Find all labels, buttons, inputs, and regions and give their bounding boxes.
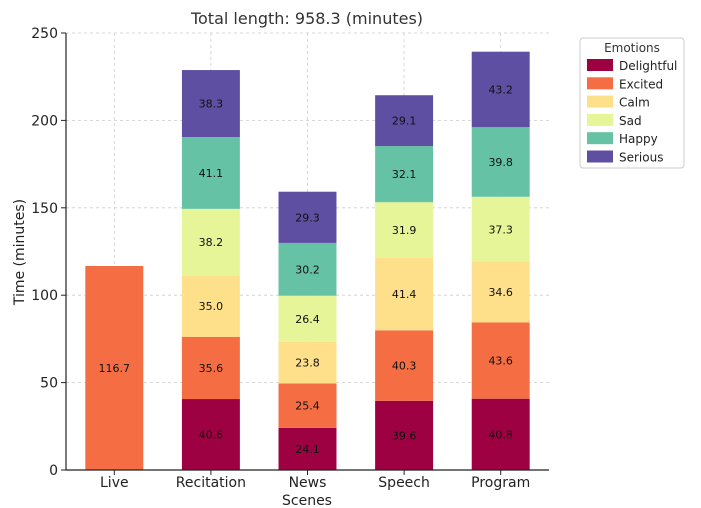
bar-value-label: 40.6	[199, 429, 224, 442]
bar-value-label: 35.0	[199, 300, 224, 313]
bar-segment	[85, 266, 144, 470]
y-tick-label: 50	[40, 376, 58, 392]
bar-segment	[181, 70, 240, 138]
bar-segment	[278, 383, 337, 428]
bar-segment	[278, 427, 337, 470]
x-tick-label: Speech	[378, 475, 430, 491]
bar-segment	[375, 330, 434, 401]
chart-title: Total length: 958.3 (minutes)	[190, 9, 423, 28]
y-tick-label: 200	[31, 113, 58, 129]
bar-value-label: 30.2	[295, 263, 320, 276]
bar-value-label: 37.3	[488, 223, 513, 236]
legend-swatch	[587, 77, 613, 90]
y-tick-label: 100	[31, 288, 58, 304]
bar-segment	[278, 295, 337, 342]
y-tick-label: 0	[49, 463, 58, 479]
bar-segment	[278, 242, 337, 296]
bar-segment	[471, 261, 530, 323]
bar-segment	[375, 202, 434, 258]
bar-segment	[471, 196, 530, 262]
bar-segment	[471, 127, 530, 197]
bar-segment	[278, 191, 337, 243]
bar-value-label: 39.8	[488, 156, 513, 169]
bar-value-label: 26.4	[295, 313, 320, 326]
x-axis-label: Scenes	[282, 493, 332, 508]
bar-value-label: 43.2	[488, 83, 513, 96]
bar-value-label: 116.7	[99, 362, 131, 375]
y-tick-label: 150	[31, 201, 58, 217]
bars: 116.7 40.6 35.6 35.0 38.2 41.1 38.3 24.1 25.4 23.…	[85, 51, 530, 470]
bar-value-label: 40.8	[488, 428, 513, 441]
bar-segment	[181, 275, 240, 337]
legend-swatch	[587, 95, 613, 108]
bar-segment	[375, 146, 434, 203]
bar-value-label: 43.6	[488, 355, 513, 368]
bar-segment	[181, 208, 240, 276]
bar-value-label: 29.1	[392, 115, 417, 128]
legend-label: Sad	[619, 114, 642, 128]
y-axis-label: Time (minutes)	[12, 199, 28, 306]
bar-value-label: 25.4	[295, 400, 320, 413]
bar-value-label: 32.1	[392, 168, 417, 181]
axes: 0 50 100 150 200 250 Live Recitation News Speech P…	[31, 26, 549, 491]
legend-swatch	[587, 150, 613, 163]
bar-segment	[375, 95, 434, 147]
legend-label: Happy	[619, 132, 658, 146]
bar-value-label: 40.3	[392, 360, 417, 373]
bar-value-label: 31.9	[392, 224, 417, 237]
legend-title: Emotions	[604, 41, 660, 55]
bar-value-label: 34.6	[488, 286, 513, 299]
bar-value-label: 23.8	[295, 357, 320, 370]
bar-segment	[278, 341, 337, 384]
bar-value-label: 24.1	[295, 443, 320, 456]
bar-segment	[181, 399, 240, 470]
legend: Emotions Delightful Excited Calm Sad Happy Se…	[579, 37, 685, 169]
bar-segment	[181, 336, 240, 400]
legend-label: Calm	[619, 96, 650, 110]
bar-segment	[471, 322, 530, 399]
legend-swatch	[587, 59, 613, 71]
bar-value-label: 41.1	[199, 167, 224, 180]
bar-segment	[375, 400, 434, 470]
y-tick-label: 250	[31, 26, 58, 42]
legend-label: Delightful	[619, 59, 677, 73]
bar-value-label: 38.3	[199, 98, 224, 111]
bar-segment	[471, 398, 530, 470]
x-tick-label: Recitation	[176, 475, 246, 491]
bar-value-label: 35.6	[199, 362, 224, 375]
x-tick-label: Program	[471, 475, 530, 491]
bar-value-label: 39.6	[392, 429, 417, 442]
bar-segment	[181, 137, 240, 209]
x-tick-label: News	[289, 475, 327, 491]
legend-swatch	[587, 132, 613, 145]
bar-value-label: 38.2	[199, 236, 224, 249]
legend-swatch	[587, 113, 613, 126]
legend-label: Excited	[619, 77, 663, 91]
x-tick-label: Live	[100, 475, 129, 491]
bar-segment	[471, 51, 530, 128]
bar-value-label: 41.4	[392, 288, 417, 301]
bar-value-label: 29.3	[295, 211, 320, 224]
legend-label: Serious	[619, 151, 663, 165]
bar-segment	[375, 257, 434, 331]
